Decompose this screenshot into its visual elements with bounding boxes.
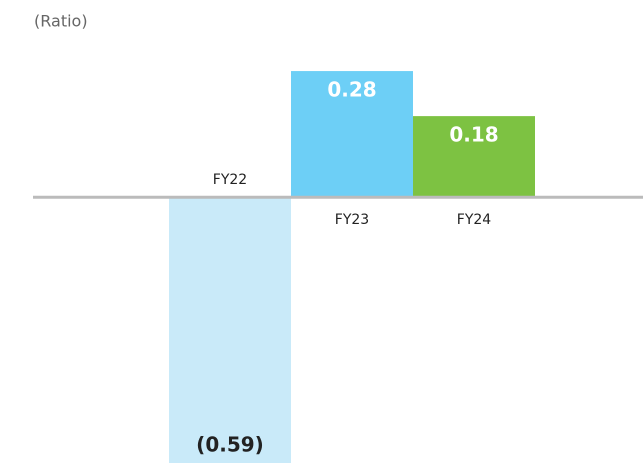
bar bbox=[169, 197, 291, 463]
value-label: 0.28 bbox=[327, 78, 376, 102]
bar bbox=[413, 116, 535, 198]
value-label: 0.18 bbox=[449, 123, 498, 147]
x-tick-label: FY23 bbox=[335, 212, 369, 228]
x-tick-label: FY24 bbox=[457, 212, 492, 228]
x-tick-label: FY22 bbox=[213, 172, 247, 188]
value-label: (0.59) bbox=[196, 433, 264, 457]
y-axis-label: (Ratio) bbox=[34, 12, 88, 31]
bar bbox=[291, 71, 413, 198]
